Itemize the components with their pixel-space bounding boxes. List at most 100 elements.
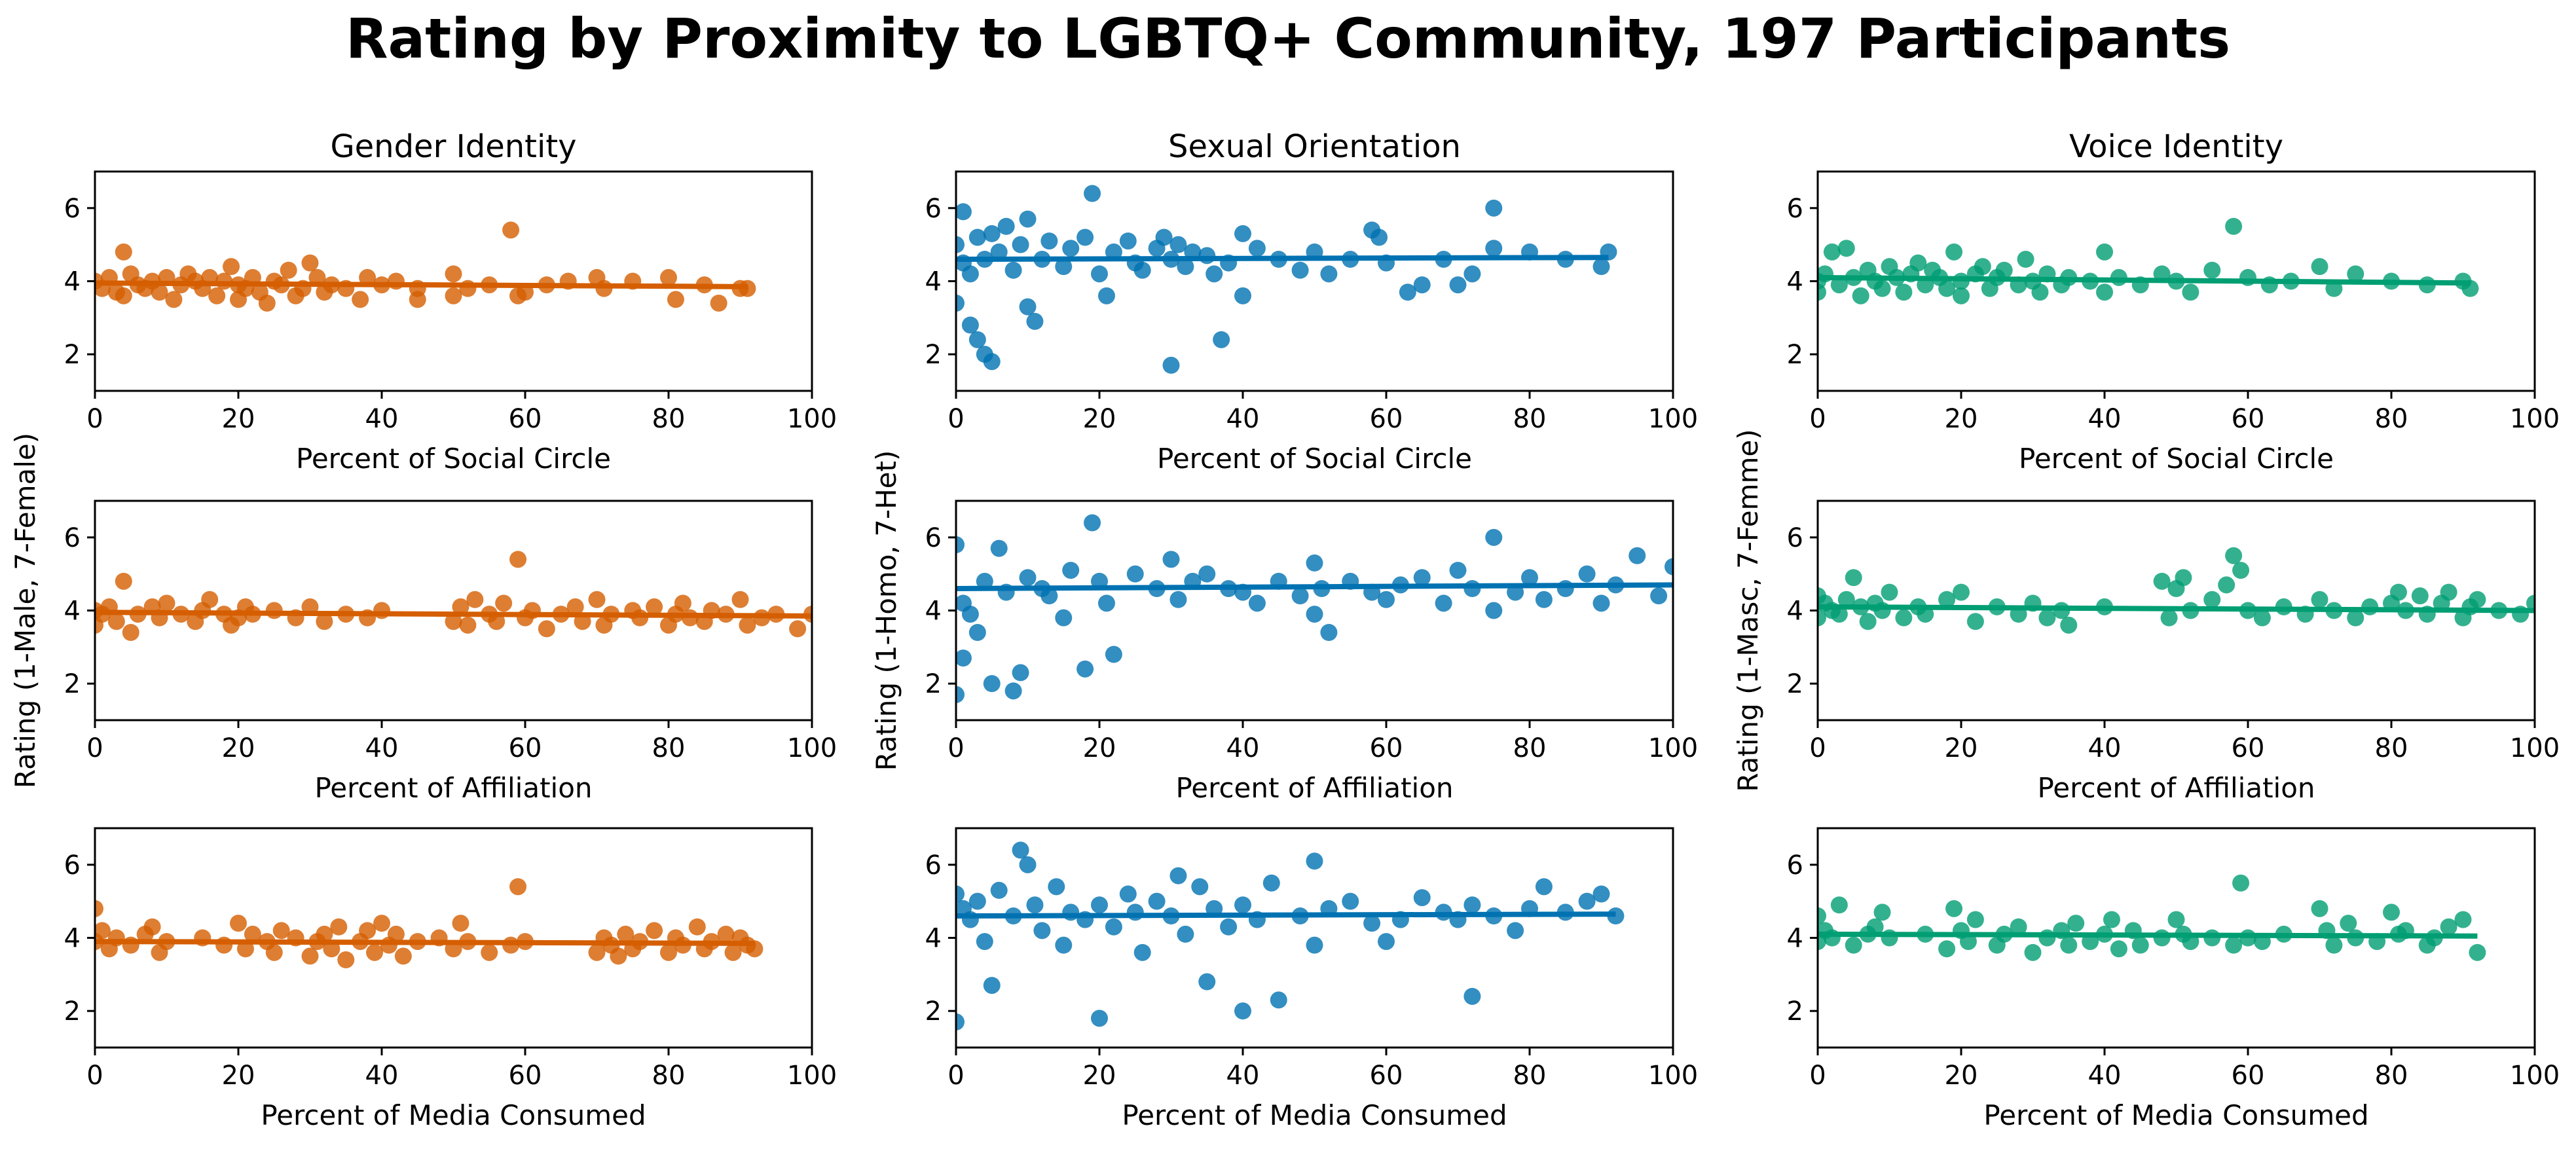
- data-point: [509, 878, 527, 896]
- plot-area: [956, 185, 1617, 374]
- data-point: [1076, 660, 1094, 678]
- data-point: [1026, 896, 1044, 914]
- data-point: [1169, 867, 1187, 885]
- x-tick-label: 0: [1809, 404, 1826, 434]
- data-point: [1076, 228, 1094, 246]
- x-tick-label: 100: [787, 404, 837, 434]
- data-point: [1291, 261, 1309, 279]
- data-point: [1966, 911, 1984, 928]
- data-point: [2232, 562, 2250, 579]
- data-point: [1213, 331, 1230, 348]
- x-tick-label: 60: [2232, 733, 2265, 763]
- data-point: [1177, 925, 1194, 943]
- data-point: [566, 598, 584, 615]
- x-axis-label: Percent of Social Circle: [296, 443, 611, 475]
- data-point: [1019, 298, 1037, 316]
- data-point: [1578, 565, 1596, 583]
- data-point: [1205, 265, 1223, 283]
- data-point: [158, 594, 175, 612]
- x-tick-label: 0: [1809, 733, 1826, 763]
- data-point: [660, 943, 677, 961]
- data-point: [1378, 591, 1395, 608]
- data-point: [316, 925, 333, 943]
- panel-voice-affiliation: 0 20 40 60 80 100 2 4 6 Percent of Affiliation Rat…: [1732, 429, 2560, 804]
- x-tick-label: 0: [1809, 1061, 1826, 1091]
- y-tick-label: 2: [64, 340, 81, 370]
- y-tick-label: 4: [925, 596, 942, 627]
- data-point: [688, 918, 706, 936]
- data-point: [466, 591, 484, 608]
- x-tick-label: 20: [1083, 1061, 1116, 1091]
- data-point: [1026, 312, 1044, 330]
- data-point: [1521, 569, 1538, 587]
- data-point: [1040, 232, 1058, 250]
- data-point: [2454, 911, 2472, 928]
- x-tick-label: 80: [1513, 1061, 1547, 1091]
- data-point: [1371, 228, 1388, 246]
- data-point: [983, 225, 1001, 242]
- data-point: [1162, 356, 1180, 374]
- data-point: [1091, 265, 1108, 283]
- data-point: [223, 258, 240, 276]
- data-point: [1650, 587, 1668, 605]
- data-point: [1105, 918, 1122, 936]
- y-tick-label: 6: [64, 523, 81, 553]
- data-point: [1306, 936, 1323, 954]
- data-point: [1291, 587, 1309, 605]
- data-point: [983, 977, 1001, 994]
- data-point: [387, 925, 405, 943]
- x-axis-label: Percent of Media Consumed: [1983, 1099, 2368, 1131]
- x-tick-label: 20: [222, 1061, 255, 1091]
- y-tick-label: 4: [1787, 267, 1803, 297]
- data-point: [1592, 885, 1610, 903]
- y-tick-label: 6: [64, 850, 81, 881]
- x-tick-label: 40: [1226, 404, 1260, 434]
- data-point: [1012, 664, 1029, 682]
- data-point: [1945, 243, 1963, 261]
- x-tick-label: 0: [86, 404, 103, 434]
- data-point: [731, 591, 749, 608]
- data-point: [2440, 583, 2457, 601]
- x-tick-label: 40: [365, 404, 399, 434]
- data-point: [976, 933, 993, 951]
- y-tick-label: 6: [1787, 850, 1803, 881]
- x-tick-label: 80: [1513, 404, 1547, 434]
- data-point: [236, 940, 254, 958]
- data-point: [1966, 613, 1984, 630]
- data-point: [488, 613, 506, 630]
- x-tick-label: 0: [948, 404, 964, 434]
- data-point: [968, 892, 986, 910]
- data-point: [1033, 922, 1051, 939]
- x-tick-label: 60: [509, 733, 542, 763]
- data-point: [2175, 569, 2192, 587]
- data-point: [452, 598, 469, 615]
- data-point: [2024, 943, 2042, 961]
- data-point: [2203, 261, 2221, 279]
- data-point: [1852, 287, 1869, 304]
- data-point: [1449, 276, 1467, 294]
- data-point: [2469, 591, 2486, 608]
- x-tick-label: 100: [2510, 733, 2560, 763]
- regression-line: [956, 255, 1609, 262]
- data-point: [452, 915, 469, 932]
- data-point: [1320, 265, 1338, 283]
- x-tick-label: 80: [2375, 404, 2408, 434]
- data-point: [258, 295, 276, 312]
- data-point: [1133, 943, 1151, 961]
- data-point: [956, 1013, 965, 1030]
- x-tick-label: 40: [2088, 1061, 2122, 1091]
- data-point: [1126, 903, 1144, 921]
- data-point: [1105, 646, 1122, 663]
- x-tick-label: 80: [652, 1061, 686, 1091]
- y-axis-label: Rating (1-Male, 7-Female): [9, 433, 41, 788]
- data-point: [1556, 580, 1574, 597]
- data-point: [968, 624, 986, 641]
- data-point: [1019, 210, 1037, 228]
- data-point: [2311, 900, 2328, 917]
- data-point: [1399, 283, 1416, 301]
- data-point: [1248, 594, 1266, 612]
- plot-area: [95, 878, 764, 968]
- panel-voice-social: Voice Identity 0 20 40 60 80 100 2 4 6 Percent of …: [1787, 128, 2560, 475]
- data-point: [1062, 240, 1080, 257]
- data-point: [373, 915, 390, 932]
